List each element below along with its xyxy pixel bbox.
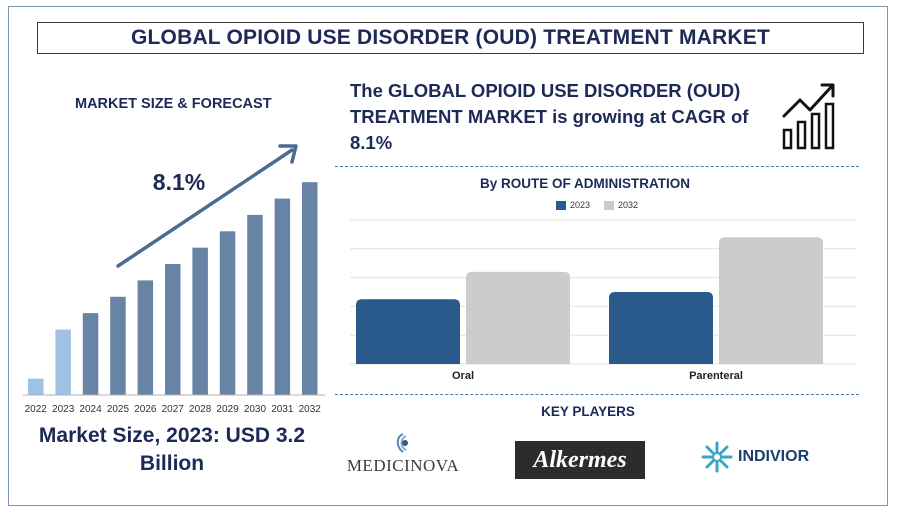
medicinova-logo: MEDICINOVA [340,432,466,478]
forecast-bar-2024 [82,313,99,395]
route-bar-oral-2032 [466,271,570,364]
section-divider-bottom [335,394,859,395]
legend-swatch-2032 [604,200,615,210]
forecast-bar-2029 [219,231,236,395]
forecast-year-label-2027: 2027 [162,404,185,415]
forecast-bar-2032 [302,182,318,395]
route-category-label-parenteral: Parenteral [689,370,743,382]
forecast-bar-2028 [192,247,208,395]
route-category-label-oral: Oral [452,370,474,382]
section-divider-top [335,166,859,167]
forecast-bar-2022 [28,378,44,395]
alkermes-logo: Alkermes [515,441,645,479]
forecast-bar-2023 [55,329,71,395]
forecast-year-label-2025: 2025 [107,404,130,415]
forecast-year-label-2030: 2030 [244,404,267,415]
forecast-year-label-2028: 2028 [189,404,212,415]
outer-frame [8,6,888,506]
route-bar-parenteral-2023 [609,292,713,364]
route-chart-legend: 2023 2032 [556,200,644,210]
market-size-text: Market Size, 2023: USD 3.2 Billion [38,424,306,475]
growth-arrow [116,144,298,268]
route-of-administration-chart: Oral Parenteral [350,219,856,382]
forecast-bar-2027 [165,264,181,395]
forecast-bar-2025 [110,296,126,395]
forecast-year-label-2032: 2032 [299,404,322,415]
forecast-year-label-2024: 2024 [79,404,102,415]
indivior-snowflake-icon [701,441,733,473]
market-forecast-chart: 2022 2023 2024 2025 2026 2027 2028 2029 2030 2031… [23,144,325,415]
cagr-label: 8.1% [153,169,205,195]
headline-text: The GLOBAL OPIOID USE DISORDER (OUD) TRE… [350,80,749,153]
route-bar-oral-2023 [356,299,460,364]
forecast-bar-2026 [137,280,154,395]
forecast-year-label-2031: 2031 [271,404,294,415]
indivior-logo: INDIVIOR [700,440,830,474]
legend-label-2023: 2023 [570,200,591,210]
forecast-year-label-2022: 2022 [25,404,48,415]
medicinova-wordmark: MEDICINOVA [346,456,460,475]
indivior-wordmark: INDIVIOR [738,448,810,465]
forecast-bar-2030 [247,214,263,395]
forecast-year-label-2026: 2026 [134,404,157,415]
route-bar-parenteral-2032 [719,237,823,364]
forecast-year-label-2023: 2023 [52,404,75,415]
forecast-year-label-2029: 2029 [216,404,239,415]
page-title: GLOBAL OPIOID USE DISORDER (OUD) TREATME… [37,22,864,54]
legend-item-2023: 2023 [556,200,590,210]
market-forecast-subtitle: MARKET SIZE & FORECAST [75,96,272,112]
forecast-bar-2031 [274,198,291,395]
legend-item-2032: 2032 [604,200,638,210]
growth-chart-icon [782,83,835,150]
medicinova-mark-icon [396,433,408,453]
key-players-title: KEY PLAYERS [541,404,635,419]
legend-swatch-2023 [556,200,566,210]
route-chart-title: By ROUTE OF ADMINISTRATION [480,176,690,191]
legend-label-2032: 2032 [618,200,639,210]
